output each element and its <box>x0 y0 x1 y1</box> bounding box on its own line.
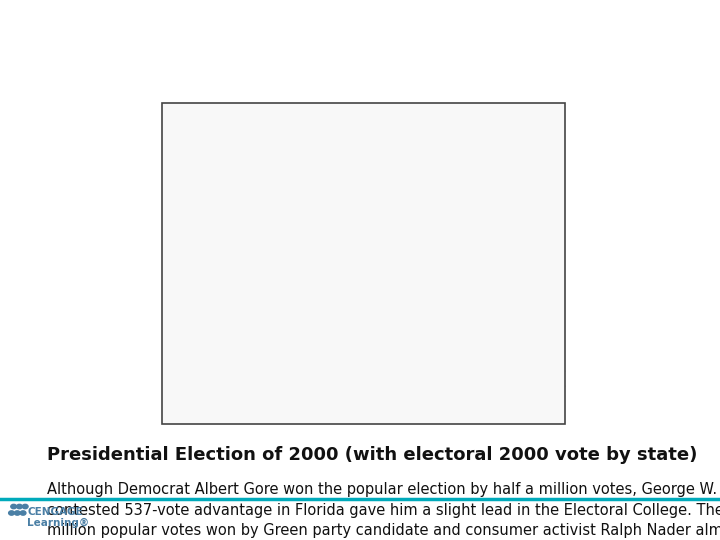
Bar <box>174 380 196 391</box>
Bar <box>174 365 196 376</box>
Text: Gore (Democrat): Gore (Democrat) <box>253 381 318 390</box>
Text: Presidential Election of 2000 (with electoral 2000 vote by state): Presidential Election of 2000 (with elec… <box>47 446 697 463</box>
Circle shape <box>14 511 20 515</box>
Bar <box>174 394 196 406</box>
Text: 2,782,728   2.77%: 2,782,728 2.77% <box>491 395 560 404</box>
Circle shape <box>17 504 22 509</box>
Text: CENGAGE
Learning®: CENGAGE Learning® <box>27 507 89 528</box>
Circle shape <box>20 511 26 515</box>
Text: 50,456,169   47.88%: 50,456,169 47.88% <box>485 366 565 375</box>
Circle shape <box>9 511 14 515</box>
Text: Although Democrat Albert Gore won the popular election by half a million votes, : Although Democrat Albert Gore won the po… <box>47 482 720 540</box>
Text: 271   50.4%: 271 50.4% <box>388 366 433 375</box>
Text: * One elector from the District of Columbia abstained.: * One elector from the District of Colum… <box>274 414 454 420</box>
Ellipse shape <box>431 185 444 192</box>
Text: Popular Vote: Popular Vote <box>494 355 552 363</box>
Circle shape <box>11 504 17 509</box>
Circle shape <box>22 504 28 509</box>
Text: 50,996,116   48.39%: 50,996,116 48.39% <box>485 381 565 390</box>
Text: Bush (Republican): Bush (Republican) <box>253 366 323 375</box>
Text: Nader (Green): Nader (Green) <box>253 395 308 404</box>
Text: 2000: 2000 <box>348 109 379 122</box>
Text: 266   49.4%: 266 49.4% <box>388 381 434 390</box>
Ellipse shape <box>472 170 482 176</box>
Text: Candidate (Party): Candidate (Party) <box>284 355 365 363</box>
Ellipse shape <box>445 175 466 184</box>
Text: 0   0.0%: 0 0.0% <box>395 395 426 404</box>
Ellipse shape <box>443 193 459 198</box>
Text: Electoral Vote: Electoral Vote <box>395 355 459 363</box>
